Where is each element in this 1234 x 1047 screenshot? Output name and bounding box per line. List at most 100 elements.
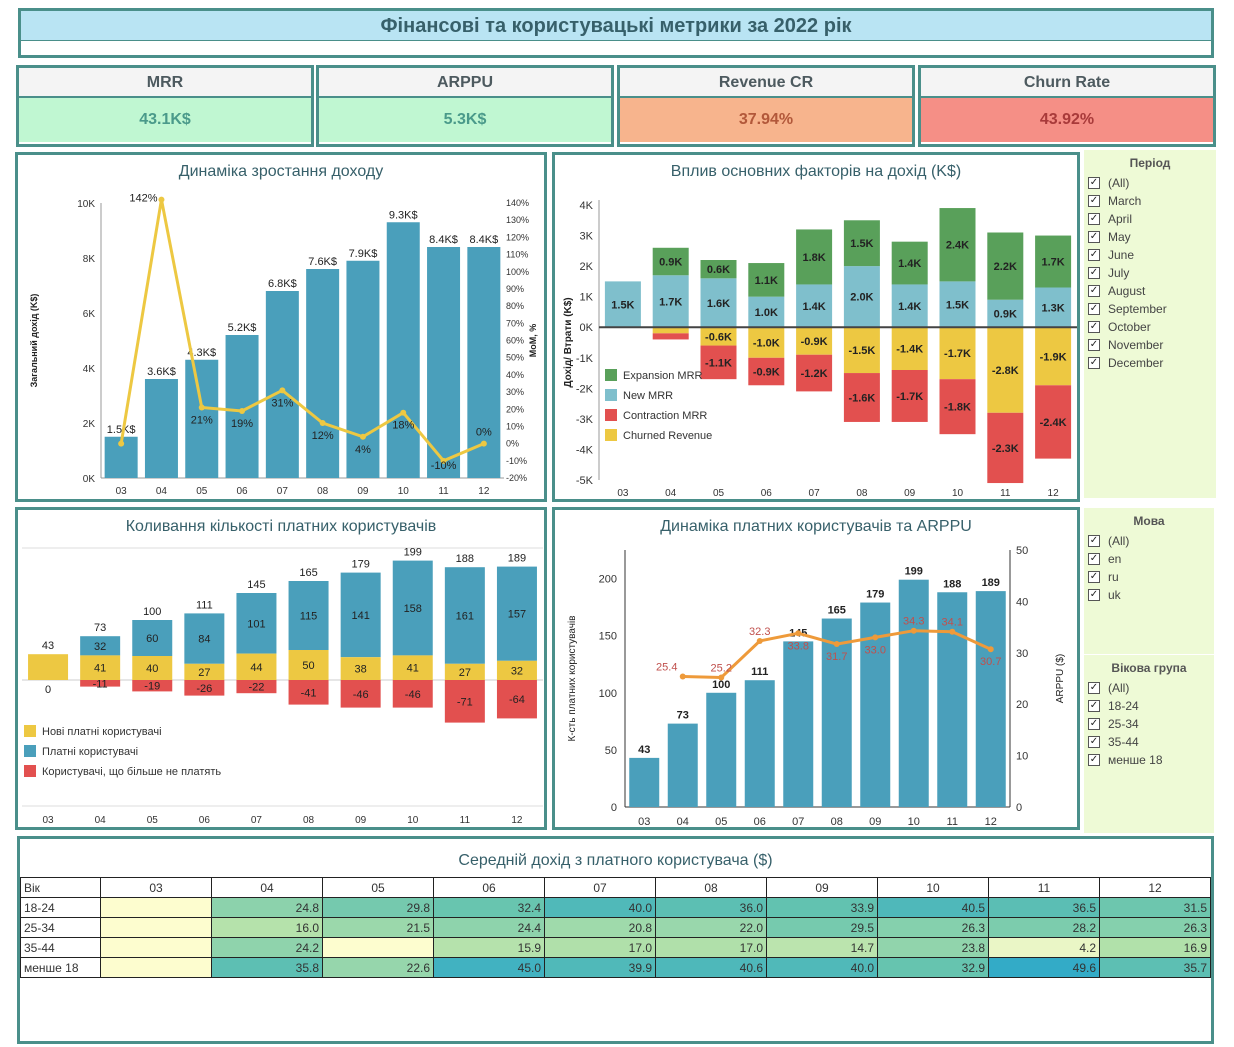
- contraction-mrr-bar: [796, 354, 833, 392]
- revenue-bar-label: 3.6K$: [147, 366, 176, 378]
- filter-option[interactable]: ✓ 25-34: [1084, 715, 1214, 733]
- revenue-bar-label: 8.4K$: [429, 234, 458, 246]
- filter-option[interactable]: ✓ July: [1084, 264, 1216, 282]
- legend-label: Платні користувачі: [42, 746, 138, 758]
- filter-option[interactable]: ✓ October: [1084, 318, 1216, 336]
- retained-users-label: 84: [198, 634, 210, 646]
- y-axis-title: Дохід/ Втрати (K$): [563, 297, 574, 387]
- new-mrr-bar: [939, 281, 976, 328]
- arppu-label: 32.3: [749, 626, 770, 638]
- filter-option[interactable]: ✓ April: [1084, 210, 1216, 228]
- filter-option[interactable]: ✓ en: [1084, 550, 1214, 568]
- checkbox-checked-icon[interactable]: ✓: [1088, 321, 1100, 333]
- legend-swatch: [605, 429, 617, 441]
- checkbox-checked-icon[interactable]: ✓: [1088, 195, 1100, 207]
- checkbox-checked-icon[interactable]: ✓: [1088, 700, 1100, 712]
- y2-tick-label: 110%: [506, 250, 528, 260]
- new-mrr-label: 1.4K: [898, 301, 921, 313]
- revenue-bar-label: 7.9K$: [349, 248, 378, 260]
- paid-users-total-label: 145: [247, 579, 265, 591]
- arppu-point: [987, 646, 994, 653]
- checkbox-checked-icon[interactable]: ✓: [1088, 718, 1100, 730]
- x-tick-label: 12: [1048, 488, 1060, 499]
- checkbox-checked-icon[interactable]: ✓: [1088, 249, 1100, 261]
- mom-label: -10%: [431, 460, 457, 472]
- row-header: 25-34: [20, 917, 101, 938]
- checkbox-checked-icon[interactable]: ✓: [1088, 231, 1100, 243]
- filter-option-label: March: [1108, 194, 1142, 208]
- paid-users-total-label: 165: [299, 567, 317, 579]
- x-tick-label: 03: [42, 815, 54, 826]
- heatmap-cell: [100, 897, 212, 918]
- churned-users-label: -46: [405, 689, 421, 701]
- filter-option[interactable]: ✓ (All): [1084, 532, 1214, 550]
- checkbox-checked-icon[interactable]: ✓: [1088, 571, 1100, 583]
- x-tick-label: 04: [95, 815, 107, 826]
- paid-users-bar: [975, 591, 1006, 807]
- checkbox-checked-icon[interactable]: ✓: [1088, 285, 1100, 297]
- checkbox-checked-icon[interactable]: ✓: [1088, 339, 1100, 351]
- checkbox-checked-icon[interactable]: ✓: [1088, 177, 1100, 189]
- checkbox-checked-icon[interactable]: ✓: [1088, 553, 1100, 565]
- contraction-mrr-label: -1.1K: [705, 357, 732, 369]
- new-mrr-label: 2.0K: [850, 292, 873, 304]
- heatmap-cell: 24.4: [433, 917, 545, 938]
- checkbox-checked-icon[interactable]: ✓: [1088, 736, 1100, 748]
- expansion-mrr-bar: [652, 247, 689, 276]
- checkbox-checked-icon[interactable]: ✓: [1088, 357, 1100, 369]
- heatmap-cell: 26.3: [877, 917, 989, 938]
- new-mrr-bar: [987, 299, 1024, 328]
- checkbox-checked-icon[interactable]: ✓: [1088, 267, 1100, 279]
- kpi-label: ARPPU: [319, 68, 611, 98]
- mom-point: [480, 440, 487, 447]
- paid-users-label: 189: [982, 577, 1000, 589]
- filter-option[interactable]: ✓ 35-44: [1084, 733, 1214, 751]
- column-header: 04: [211, 877, 323, 898]
- revenue-growth-panel: Динаміка зростання доходу 0K 2K 4K 6K 8K 10K -…: [15, 152, 547, 502]
- mom-point: [359, 433, 366, 440]
- filter-option[interactable]: ✓ June: [1084, 246, 1216, 264]
- arppu-point: [795, 630, 802, 637]
- paid-users-bar: [392, 560, 433, 656]
- paid-users-bar: [80, 636, 121, 656]
- filter-option-label: October: [1108, 320, 1151, 334]
- filter-option[interactable]: ✓ ru: [1084, 568, 1214, 586]
- mom-label: 19%: [231, 418, 253, 430]
- filter-option[interactable]: ✓ December: [1084, 354, 1216, 372]
- checkbox-checked-icon[interactable]: ✓: [1088, 213, 1100, 225]
- y2-tick-label: 140%: [506, 198, 529, 208]
- filter-option[interactable]: ✓ May: [1084, 228, 1216, 246]
- checkbox-checked-icon[interactable]: ✓: [1088, 535, 1100, 547]
- heatmap-cell: 40.6: [655, 957, 767, 978]
- checkbox-checked-icon[interactable]: ✓: [1088, 754, 1100, 766]
- contraction-mrr-bar: [1035, 385, 1072, 459]
- new-mrr-bar: [1035, 287, 1072, 328]
- kpi-card-revenue-cr: Revenue CR 37.94%: [617, 65, 915, 147]
- filter-option[interactable]: ✓ November: [1084, 336, 1216, 354]
- heatmap-cell: 4.2: [988, 937, 1100, 958]
- y2-tick-label: 20: [1016, 699, 1028, 711]
- x-tick-label: 11: [438, 486, 449, 497]
- filter-option[interactable]: ✓ 18-24: [1084, 697, 1214, 715]
- revenue-bar-label: 1.5K$: [107, 424, 136, 436]
- filter-option[interactable]: ✓ March: [1084, 192, 1216, 210]
- filter-option-label: менше 18: [1108, 753, 1163, 767]
- y2-tick-label: 0%: [506, 439, 519, 449]
- panel-title: Динаміка зростання доходу: [178, 163, 384, 180]
- filter-option[interactable]: ✓ August: [1084, 282, 1216, 300]
- y2-tick-label: 50: [1016, 545, 1028, 557]
- x-tick-label: 10: [952, 488, 964, 499]
- filter-option[interactable]: ✓ (All): [1084, 174, 1216, 192]
- filter-option[interactable]: ✓ менше 18: [1084, 751, 1214, 769]
- checkbox-checked-icon[interactable]: ✓: [1088, 589, 1100, 601]
- checkbox-checked-icon[interactable]: ✓: [1088, 682, 1100, 694]
- checkbox-checked-icon[interactable]: ✓: [1088, 303, 1100, 315]
- filter-option[interactable]: ✓ (All): [1084, 679, 1214, 697]
- filter-option[interactable]: ✓ uk: [1084, 586, 1214, 604]
- heatmap-cell: 40.0: [766, 957, 878, 978]
- y-tick-label: 0K: [580, 322, 594, 334]
- x-tick-label: 05: [713, 488, 725, 499]
- y2-tick-label: 10%: [506, 421, 524, 431]
- filter-option[interactable]: ✓ September: [1084, 300, 1216, 318]
- legend-label: Contraction MRR: [623, 410, 707, 422]
